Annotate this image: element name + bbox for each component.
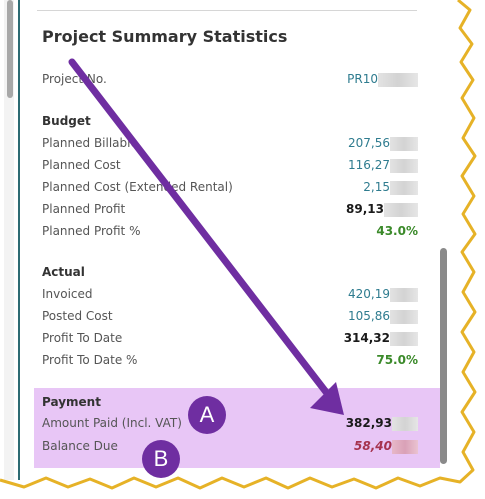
planned-profit-pct-row: Planned Profit % 43.0% [42,224,418,244]
invoiced-value[interactable]: 420,19 [348,287,418,302]
left-scrollbar[interactable] [4,0,14,480]
planned-billable-row: Planned Billable 207,56 [42,136,418,156]
panel-divider [18,0,20,480]
redacted-block [392,439,418,454]
posted-cost-value[interactable]: 105,86 [348,309,418,324]
posted-cost-row: Posted Cost 105,86 [42,309,418,329]
profit-to-date-label: Profit To Date [42,331,123,345]
project-no-value[interactable]: PR10 [347,72,418,87]
redacted-block [390,287,418,302]
posted-cost-label: Posted Cost [42,309,113,323]
planned-profit-label: Planned Profit [42,202,126,216]
planned-billable-value[interactable]: 207,56 [348,136,418,151]
planned-cost-extended-rental-label: Planned Cost (Extended Rental) [42,180,233,194]
planned-cost-extended-rental-row: Planned Cost (Extended Rental) 2,15 [42,180,418,200]
redacted-block [390,180,418,195]
profit-to-date-row: Profit To Date 314,32 [42,331,418,351]
right-scrollbar-thumb[interactable] [440,248,447,464]
left-scrollbar-thumb[interactable] [7,0,13,98]
invoiced-label: Invoiced [42,287,93,301]
balance-due-row: Balance Due 58,40 [42,439,418,459]
redacted-block [390,158,418,173]
balance-due-value: 58,40 [354,439,418,454]
annotation-b-badge: B [142,440,180,478]
panel-title: Project Summary Statistics [42,27,288,46]
planned-cost-extended-rental-value[interactable]: 2,15 [363,180,418,195]
planned-cost-row: Planned Cost 116,27 [42,158,418,178]
top-separator [37,10,417,11]
profit-to-date-pct-label: Profit To Date % [42,353,138,367]
profit-to-date-pct-row: Profit To Date % 75.0% [42,353,418,373]
amount-paid-value: 382,93 [346,416,418,431]
planned-cost-label: Planned Cost [42,158,121,172]
redacted-block [390,309,418,324]
redacted-block [390,136,418,151]
planned-billable-label: Planned Billable [42,136,138,150]
amount-paid-row: Amount Paid (Incl. VAT) 382,93 [42,416,418,436]
redacted-block [378,72,418,87]
budget-heading: Budget [42,114,91,128]
planned-profit-pct-value: 43.0% [376,224,418,238]
planned-cost-value[interactable]: 116,27 [348,158,418,173]
profit-to-date-pct-value: 75.0% [376,353,418,367]
payment-heading: Payment [42,395,101,409]
invoiced-row: Invoiced 420,19 [42,287,418,307]
profit-to-date-value: 314,32 [344,331,418,346]
amount-paid-label: Amount Paid (Incl. VAT) [42,416,182,430]
planned-profit-pct-label: Planned Profit % [42,224,141,238]
project-no-label: Project No. [42,72,107,86]
redacted-block [392,416,418,431]
redacted-block [384,202,418,217]
balance-due-label: Balance Due [42,439,118,453]
annotation-a-badge: A [188,396,226,434]
actual-heading: Actual [42,265,85,279]
planned-profit-value: 89,13 [346,202,418,217]
project-no-row: Project No. PR10 [42,72,418,92]
redacted-block [390,331,418,346]
planned-profit-row: Planned Profit 89,13 [42,202,418,222]
